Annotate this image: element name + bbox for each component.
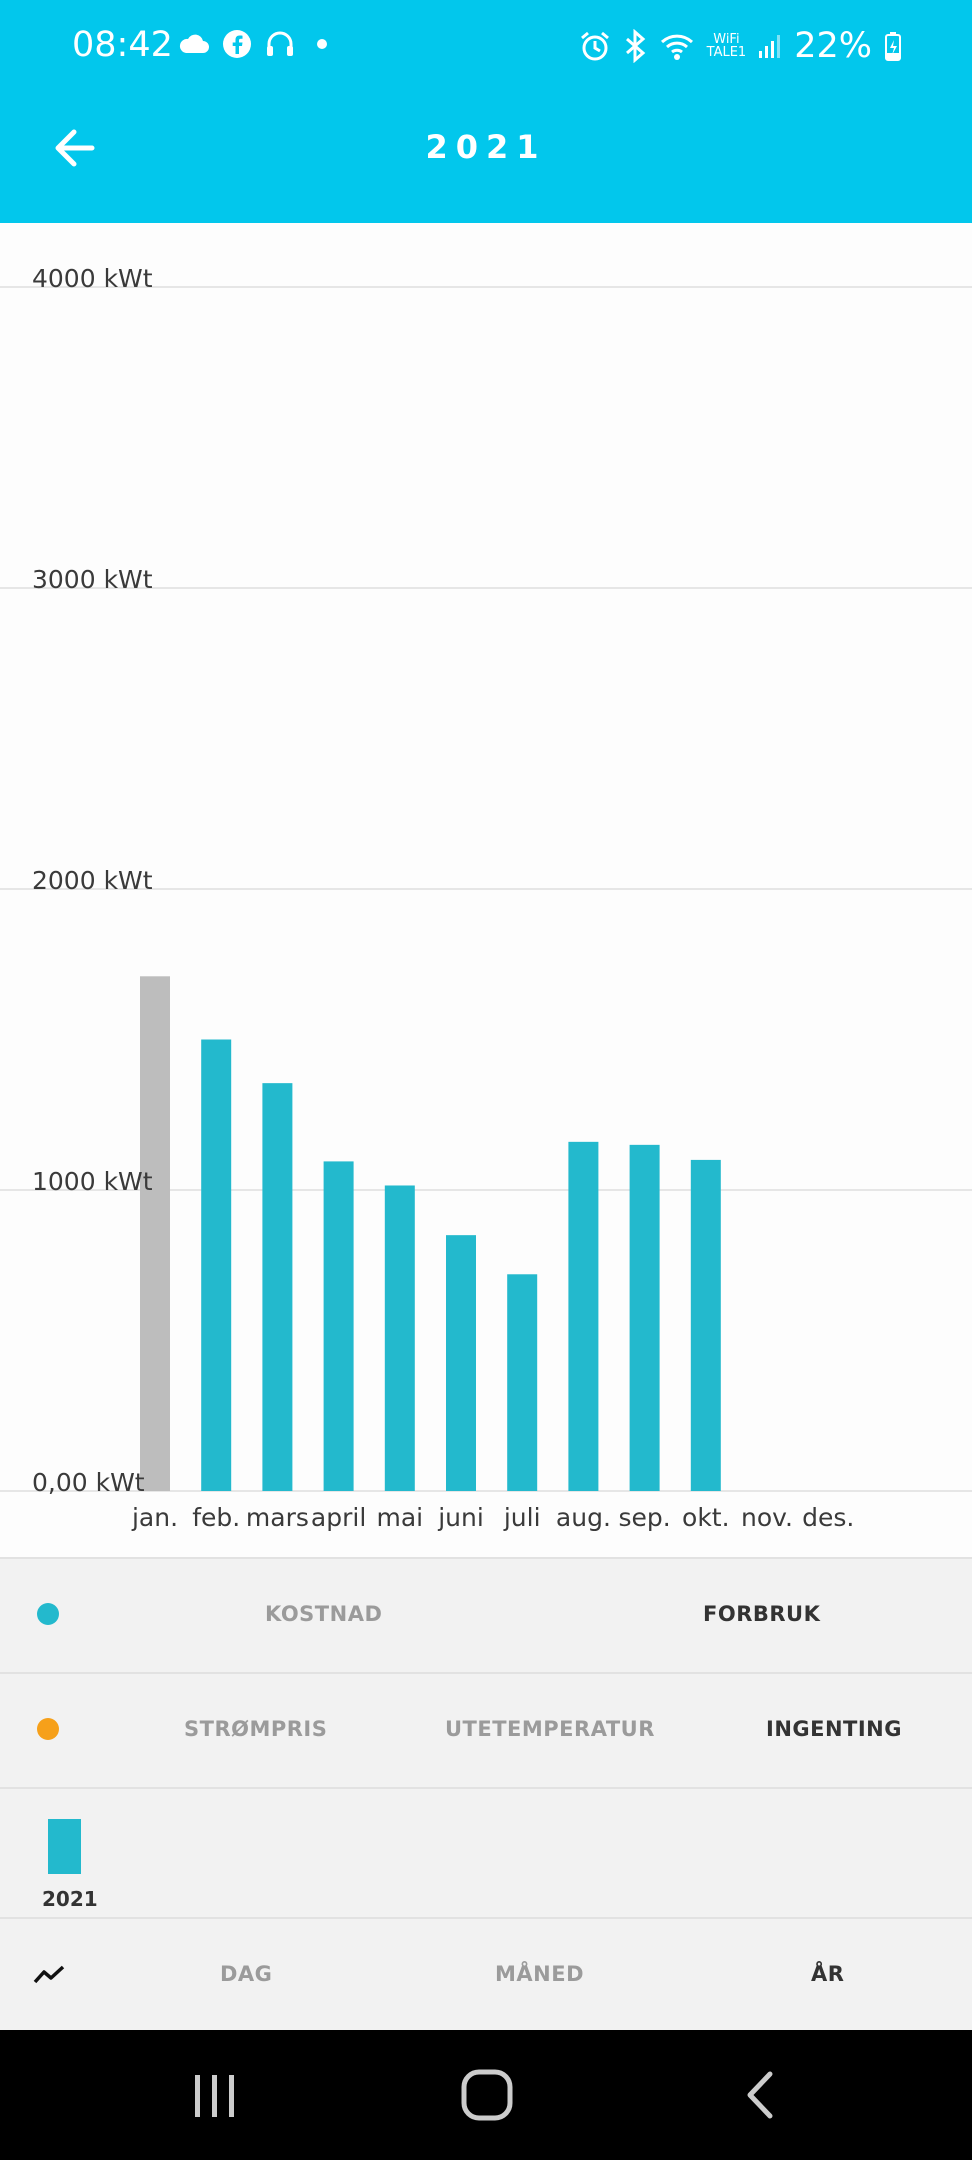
cloud-icon bbox=[179, 34, 209, 53]
bar-april bbox=[323, 1161, 354, 1491]
trend-line-icon[interactable] bbox=[33, 1964, 65, 1986]
y-tick-label: 1000 kWt bbox=[32, 1167, 153, 1196]
legend-label: 2021 bbox=[42, 1887, 98, 1911]
legend-swatch bbox=[48, 1819, 81, 1874]
y-tick-label: 2000 kWt bbox=[32, 866, 153, 895]
x-tick-label: nov. bbox=[741, 1503, 793, 1532]
consumption-chart: 4000 kWt 3000 kWt 2000 kWt 1000 kWt 0,00 kWt… bbox=[0, 223, 972, 1557]
option-utetemperatur[interactable]: UTETEMPERATUR bbox=[445, 1717, 655, 1741]
bar-jan bbox=[140, 976, 170, 1491]
bar-chart-svg: 4000 kWt 3000 kWt 2000 kWt 1000 kWt 0,00 kWt… bbox=[0, 264, 972, 1532]
bar-feb bbox=[201, 1039, 232, 1491]
system-nav-bar bbox=[0, 2030, 972, 2160]
bar-juni bbox=[446, 1235, 476, 1491]
x-tick-label: feb. bbox=[192, 1503, 240, 1532]
period-selector-row: DAG MÅNED ÅR bbox=[0, 1917, 972, 2030]
overlay-dot bbox=[37, 1718, 59, 1740]
app-header: 08:42 WiFi TALE1 22% 2021 bbox=[0, 0, 972, 223]
x-tick-label: des. bbox=[802, 1503, 854, 1532]
x-tick-label: jan. bbox=[131, 1503, 178, 1532]
x-tick-label: okt. bbox=[682, 1503, 730, 1532]
page-title: 2021 bbox=[425, 128, 547, 166]
bar-okt bbox=[690, 1159, 721, 1491]
arrow-left-icon[interactable] bbox=[48, 120, 104, 176]
y-tick-label: 0,00 kWt bbox=[32, 1468, 145, 1497]
wifi-icon bbox=[660, 34, 693, 60]
dot-icon bbox=[317, 39, 327, 49]
x-tick-label: aug. bbox=[556, 1503, 611, 1532]
y-tick-label: 3000 kWt bbox=[32, 565, 153, 594]
battery-percent: 22% bbox=[794, 26, 872, 66]
metric-dot bbox=[37, 1603, 59, 1625]
bar-aug bbox=[568, 1141, 599, 1491]
option-strompris[interactable]: STRØMPRIS bbox=[184, 1717, 328, 1741]
bar-mai bbox=[384, 1185, 415, 1491]
signal-icon bbox=[759, 35, 781, 58]
status-time: 08:42 bbox=[72, 25, 173, 65]
alarm-icon bbox=[580, 31, 609, 61]
option-kostnad[interactable]: KOSTNAD bbox=[265, 1602, 383, 1626]
legend-row: 2021 bbox=[0, 1787, 972, 1917]
bar-mars bbox=[262, 1083, 293, 1491]
x-tick-label: april bbox=[311, 1503, 366, 1532]
bar-sep bbox=[629, 1144, 660, 1491]
period-dag[interactable]: DAG bbox=[220, 1962, 273, 1986]
facebook-icon bbox=[223, 30, 251, 58]
x-tick-label: sep. bbox=[618, 1503, 670, 1532]
headset-icon bbox=[267, 31, 293, 56]
x-tick-label: juli bbox=[503, 1503, 541, 1532]
period-maned[interactable]: MÅNED bbox=[495, 1962, 585, 1986]
status-bar: 08:42 WiFi TALE1 22% bbox=[0, 0, 972, 95]
option-ingenting[interactable]: INGENTING bbox=[766, 1717, 902, 1741]
wifi-network-label: WiFi TALE1 bbox=[706, 32, 747, 60]
battery-charging-icon bbox=[885, 32, 901, 61]
x-tick-label: mars bbox=[246, 1503, 309, 1532]
back-icon[interactable] bbox=[740, 2070, 780, 2120]
x-tick-label: mai bbox=[376, 1503, 423, 1532]
y-tick-label: 4000 kWt bbox=[32, 264, 153, 293]
metric-selector-row: KOSTNAD FORBRUK bbox=[0, 1557, 972, 1672]
recent-apps-icon[interactable] bbox=[190, 2070, 240, 2120]
bar-juli bbox=[507, 1274, 538, 1491]
x-tick-label: juni bbox=[437, 1503, 484, 1532]
period-ar[interactable]: ÅR bbox=[811, 1962, 845, 1986]
overlay-selector-row: STRØMPRIS UTETEMPERATUR INGENTING bbox=[0, 1672, 972, 1787]
option-forbruk[interactable]: FORBRUK bbox=[703, 1602, 821, 1626]
home-icon[interactable] bbox=[460, 2068, 514, 2122]
bluetooth-icon bbox=[625, 29, 645, 63]
